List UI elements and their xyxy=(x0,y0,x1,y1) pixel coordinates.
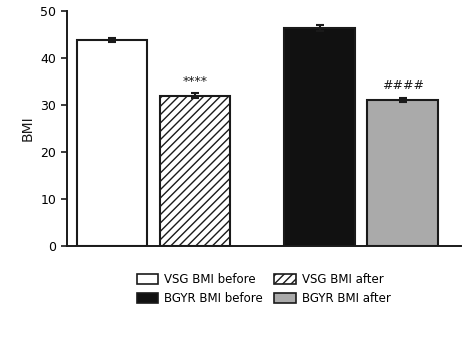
Text: ****: **** xyxy=(183,75,208,88)
Y-axis label: BMI: BMI xyxy=(20,116,35,141)
Bar xyxy=(285,28,355,246)
Bar xyxy=(367,100,438,246)
Text: ####: #### xyxy=(381,79,424,92)
Legend: VSG BMI before, BGYR BMI before, VSG BMI after, BGYR BMI after: VSG BMI before, BGYR BMI before, VSG BMI… xyxy=(134,271,393,307)
Bar xyxy=(160,96,230,246)
Bar xyxy=(77,40,147,246)
